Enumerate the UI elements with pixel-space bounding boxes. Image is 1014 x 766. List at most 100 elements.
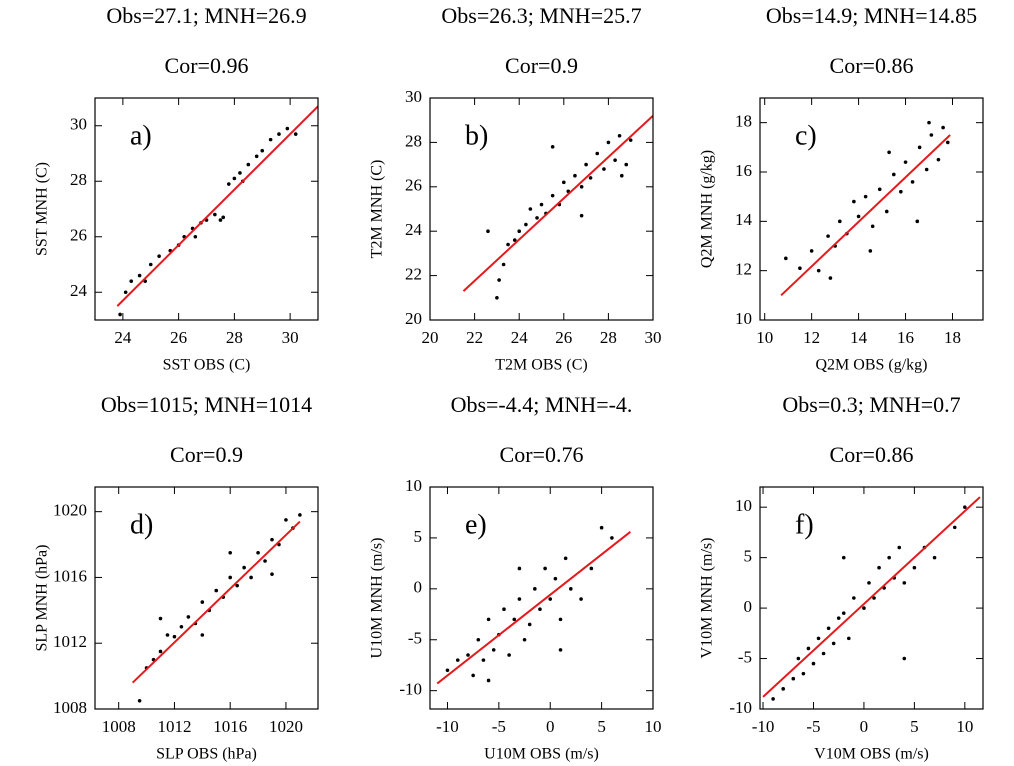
scatter-point (548, 597, 553, 601)
x-tick-label: 30 (282, 328, 299, 347)
scatter-point (524, 222, 528, 227)
x-tick-label: 22 (466, 328, 483, 347)
scatter-point (903, 160, 908, 164)
plot-area (116, 105, 318, 317)
scatter-point (235, 583, 239, 588)
scatter-point (841, 611, 846, 615)
scatter-point (507, 653, 511, 657)
scatter-point (912, 565, 917, 570)
scatter-point (165, 633, 170, 637)
scatter-point (798, 266, 802, 271)
scatter-point (791, 676, 796, 681)
scatter-point (924, 167, 929, 172)
scatter-point (486, 229, 490, 233)
x-tick-label: 24 (114, 328, 132, 347)
x-tick-label: -10 (436, 717, 459, 736)
scatter-point (606, 140, 611, 145)
scatter-point (123, 290, 128, 295)
x-tick-label: -5 (492, 717, 506, 736)
y-tick-label: 26 (70, 226, 87, 245)
y-tick-label: 5 (414, 527, 423, 546)
scatter-point (517, 597, 522, 601)
scatter-point (801, 671, 806, 676)
scatter-point (486, 678, 491, 683)
x-tick-label: 0 (546, 717, 555, 736)
panel-title: Obs=-4.4; MNH=-4. (451, 392, 633, 417)
panel-subtitle: Cor=0.9 (505, 53, 578, 78)
x-axis-label: SLP OBS (hPa) (156, 746, 257, 763)
scatter-point (481, 658, 486, 662)
y-tick-label: 24 (405, 220, 423, 239)
scatter-point (158, 649, 163, 654)
y-axis-label: T2M MNH (C) (369, 160, 386, 259)
fit-line (780, 134, 951, 297)
x-tick-label: 20 (422, 328, 439, 347)
scatter-point (221, 215, 226, 220)
y-axis-label: U10M MNH (m/s) (369, 538, 386, 659)
scatter-point (826, 234, 830, 238)
scatter-point (941, 125, 945, 130)
scatter-point (579, 597, 583, 601)
scatter-point (502, 607, 506, 612)
scatter-point (771, 697, 775, 701)
x-tick-label: 1012 (157, 717, 191, 736)
scatter-point (610, 536, 614, 540)
scatter-point (200, 633, 205, 637)
scatter-point (816, 636, 821, 641)
scatter-point (872, 596, 876, 600)
y-tick-label: -5 (738, 647, 752, 666)
plot-area (462, 115, 653, 300)
panel-subtitle: Cor=0.86 (830, 53, 914, 78)
scatter-point (796, 656, 801, 661)
scatter-point (852, 199, 856, 204)
scatter-point (868, 249, 873, 253)
x-tick-label: 14 (850, 328, 868, 347)
scatter-point (137, 273, 142, 278)
scatter-point (228, 575, 232, 580)
scatter-point (952, 525, 957, 530)
y-tick-label: 0 (414, 578, 423, 597)
y-tick-label: 10 (405, 476, 422, 495)
x-axis-label: V10M OBS (m/s) (814, 746, 929, 763)
plot-frame (429, 486, 654, 710)
x-tick-label: 5 (597, 717, 606, 736)
scatter-point (157, 254, 161, 258)
panel-label: a) (130, 120, 152, 151)
scatter-point (501, 262, 506, 267)
scatter-point (838, 219, 842, 224)
y-tick-label: 24 (70, 281, 88, 300)
panel-label: d) (130, 509, 153, 540)
x-tick-label: 24 (511, 328, 529, 347)
y-tick-label: -10 (399, 680, 422, 699)
x-tick-label: 12 (803, 328, 820, 347)
scatter-point (118, 312, 122, 317)
scatter-point (617, 133, 622, 138)
scatter-point (568, 587, 573, 591)
panel-subtitle: Cor=0.9 (170, 442, 243, 467)
scatter-point (214, 588, 219, 593)
x-tick-label: 0 (860, 717, 869, 736)
scatter-point (533, 587, 537, 591)
scatter-point (179, 624, 184, 629)
scatter-point (517, 566, 522, 571)
scatter-point (784, 256, 788, 261)
scatter-point (137, 698, 142, 703)
scatter-point (809, 249, 814, 253)
panel-label: f) (795, 509, 814, 540)
y-tick-label: -5 (408, 629, 422, 648)
fit-line (131, 520, 301, 684)
scatter-point (129, 279, 134, 283)
panel-subtitle: Cor=0.96 (165, 53, 249, 78)
scatter-point (579, 185, 584, 189)
scatter-point (806, 646, 811, 651)
y-tick-label: 20 (405, 309, 422, 328)
scatter-point (862, 606, 866, 610)
scatter-point (884, 209, 889, 214)
scatter-point (902, 656, 907, 661)
scatter-point (270, 572, 274, 576)
scatter-point (870, 224, 875, 229)
fit-line (462, 115, 653, 292)
scatter-point (902, 581, 907, 585)
scatter-point (558, 648, 563, 652)
